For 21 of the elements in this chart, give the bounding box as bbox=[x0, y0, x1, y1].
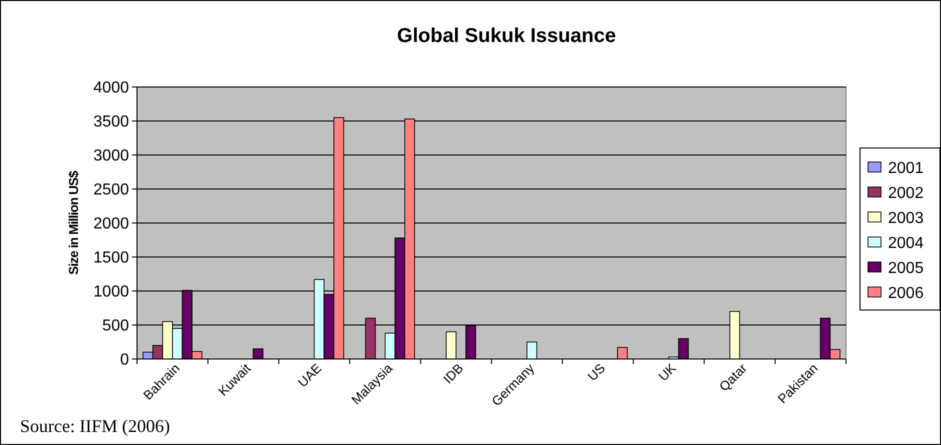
y-tick-label: 2500 bbox=[93, 182, 130, 199]
legend-label: 2004 bbox=[888, 235, 924, 252]
y-tick-label: 3500 bbox=[93, 114, 130, 131]
legend-label: 2006 bbox=[888, 285, 924, 302]
legend-label: 2005 bbox=[888, 260, 924, 277]
y-tick-label: 1000 bbox=[93, 284, 130, 301]
y-tick-label: 4000 bbox=[93, 80, 130, 97]
x-tick-label: US bbox=[584, 360, 608, 384]
y-tick-label: 2000 bbox=[93, 216, 130, 233]
legend-label: 2002 bbox=[888, 185, 924, 202]
y-tick-label: 1500 bbox=[93, 250, 130, 267]
source-note: Source: IIFM (2006) bbox=[20, 416, 170, 436]
legend-label: 2001 bbox=[888, 160, 924, 177]
y-tick-label: 0 bbox=[120, 352, 130, 369]
y-tick-label: 500 bbox=[102, 318, 130, 335]
legend-label: 2003 bbox=[888, 210, 924, 227]
chart-title: Global Sukuk Issuance bbox=[397, 25, 616, 47]
x-tick-label: IDB bbox=[440, 360, 466, 386]
y-tick-label: 3000 bbox=[93, 148, 130, 165]
x-tick-label: UK bbox=[655, 360, 680, 384]
y-axis-title: Size in Million US$ bbox=[66, 170, 81, 275]
